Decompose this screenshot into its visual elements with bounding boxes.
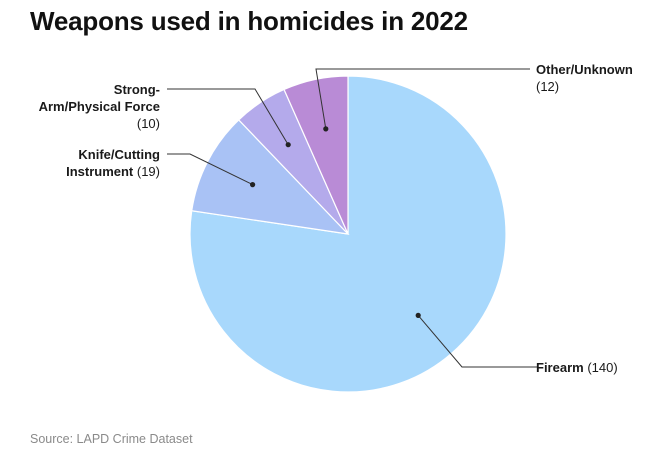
pie-labels: Firearm (140) Knife/Cutting Instrument (19… [39,62,633,375]
pie-slice-other-unknown [283,75,349,235]
leader-dot-other-unknown [323,126,329,132]
leader-line-knife-cutting-instrument [167,153,253,186]
slice-label-knife-cutting-instrument: Knife/Cutting Instrument (19) [66,147,160,179]
source-note: Source: LAPD Crime Dataset [30,432,193,446]
leader-dot-firearm [415,312,421,318]
pie-slice-knife-cutting-instrument [191,119,350,235]
leader-dot-knife-cutting-instrument [250,182,256,188]
leader-line-strong-arm-physical-force [167,88,289,145]
slice-label-other-unknown: Other/Unknown (12) [536,62,633,94]
pie-slices [189,75,507,393]
slice-label-strong-arm-physical-force: Strong-Arm/Physical Force (10) [39,82,160,131]
leader-line-other-unknown [315,68,530,129]
leader-line-firearm [417,315,537,368]
pie-leaders [167,68,537,368]
chart-title: Weapons used in homicides in 2022 [30,6,468,36]
leader-dot-strong-arm-physical-force [285,142,291,148]
slice-label-firearm: Firearm (140) [536,360,618,375]
